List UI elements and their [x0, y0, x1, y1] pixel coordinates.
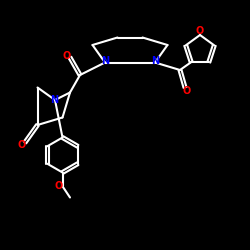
- Text: O: O: [196, 26, 204, 36]
- Text: O: O: [54, 181, 63, 191]
- Text: N: N: [151, 56, 159, 66]
- Text: O: O: [17, 140, 25, 150]
- Text: O: O: [62, 51, 70, 61]
- Text: N: N: [101, 56, 109, 66]
- Text: N: N: [50, 95, 58, 105]
- Text: O: O: [182, 86, 190, 96]
